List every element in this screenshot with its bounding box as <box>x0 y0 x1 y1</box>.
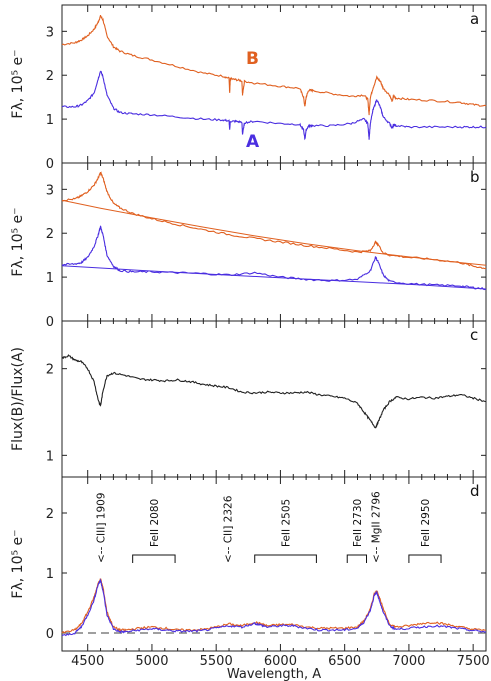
x-tick-label: 7000 <box>392 654 425 669</box>
panel-b-plot: 0 1 2 3 <box>46 171 487 330</box>
fe-bracket <box>408 554 442 563</box>
panel-c-frame <box>61 320 487 478</box>
y-tick-label: 1 <box>46 113 54 128</box>
fe-bracket <box>132 554 176 563</box>
panel-a-label: a <box>470 10 479 28</box>
y-tick-label: 3 <box>46 25 54 40</box>
panel-a-plot: 0 1 2 3 <box>46 14 487 172</box>
y-tick-label: 2 <box>46 363 54 378</box>
fe-label: FeII 2505 <box>281 499 293 547</box>
series-label-a: A <box>246 132 260 152</box>
y-axis-label-a: Fλ, 10⁵ e⁻ <box>10 49 26 118</box>
panel-d: 0 1 2 d <-- CIII] 1909 <-- CII] 2326 <-- MgI… <box>46 476 487 652</box>
line-label: <-- MgII 2796 <box>371 491 383 563</box>
series-line-a-continuum <box>61 265 487 290</box>
fe-bracket <box>346 554 368 563</box>
y-tick-label: 3 <box>46 183 54 198</box>
fe-label: FeII 2950 <box>420 499 432 547</box>
panel-c-label: c <box>470 326 478 344</box>
panel-a-frame <box>61 4 487 164</box>
y-tick-label: 1 <box>46 567 54 582</box>
y-axis-label-c: Flux(B)/Flux(A) <box>10 347 26 451</box>
panel-c: 12 c <box>46 320 487 478</box>
y-tick-label: 2 <box>46 227 54 242</box>
series-line-b <box>61 14 487 116</box>
panel-d-plot: 0 1 2 <box>46 507 487 642</box>
y-tick-label: 0 <box>46 627 54 642</box>
fe-label: FeII 2730 <box>352 499 364 547</box>
x-tick-label: 4500 <box>71 654 104 669</box>
y-axis-label-d: Fλ, 10⁵ e⁻ <box>10 529 26 598</box>
line-label: <-- CIII] 1909 <box>96 493 108 564</box>
panel-a: 0 1 2 3 a B A <box>46 4 487 172</box>
series-line-b <box>61 171 487 270</box>
x-tick-label: 5500 <box>200 654 233 669</box>
panel-b: 0 1 2 3 b <box>46 162 487 330</box>
y-tick-label: 1 <box>46 449 54 464</box>
y-tick-label: 2 <box>46 507 54 522</box>
series-line-b-continuum <box>61 199 487 266</box>
series-line-a <box>61 70 487 141</box>
series-line-a <box>61 578 487 637</box>
line-label: <-- CII] 2326 <box>223 495 235 563</box>
y-tick-label: 2 <box>46 69 54 84</box>
fe-bracket <box>254 554 317 563</box>
fe-label: FeII 2080 <box>149 499 161 547</box>
panel-b-label: b <box>470 168 480 186</box>
series-label-b: B <box>246 49 259 69</box>
panel-d-label: d <box>470 482 480 500</box>
series-line-flux-b-flux-a- <box>61 354 487 429</box>
line-annotations: <-- CIII] 1909 <-- CII] 2326 <-- MgII 2796… <box>96 491 442 564</box>
panel-d-frame <box>61 476 487 652</box>
x-tick-label: 6500 <box>328 654 361 669</box>
x-axis-label: Wavelength, A <box>227 667 321 681</box>
x-tick-label: 6000 <box>264 654 297 669</box>
y-tick-label: 1 <box>46 271 54 286</box>
series-line-b <box>61 578 487 634</box>
x-axis: 4500 5000 5500 6000 6500 7000 7500 <box>71 5 490 669</box>
panel-c-plot: 12 <box>46 354 487 464</box>
y-tick-label: 0 <box>46 315 54 330</box>
y-axis-label-b: Fλ, 10⁵ e⁻ <box>10 207 26 276</box>
y-tick-label: 0 <box>46 157 54 172</box>
series-line-a <box>61 225 487 291</box>
x-tick-label: 7500 <box>457 654 490 669</box>
x-tick-label: 5000 <box>135 654 168 669</box>
